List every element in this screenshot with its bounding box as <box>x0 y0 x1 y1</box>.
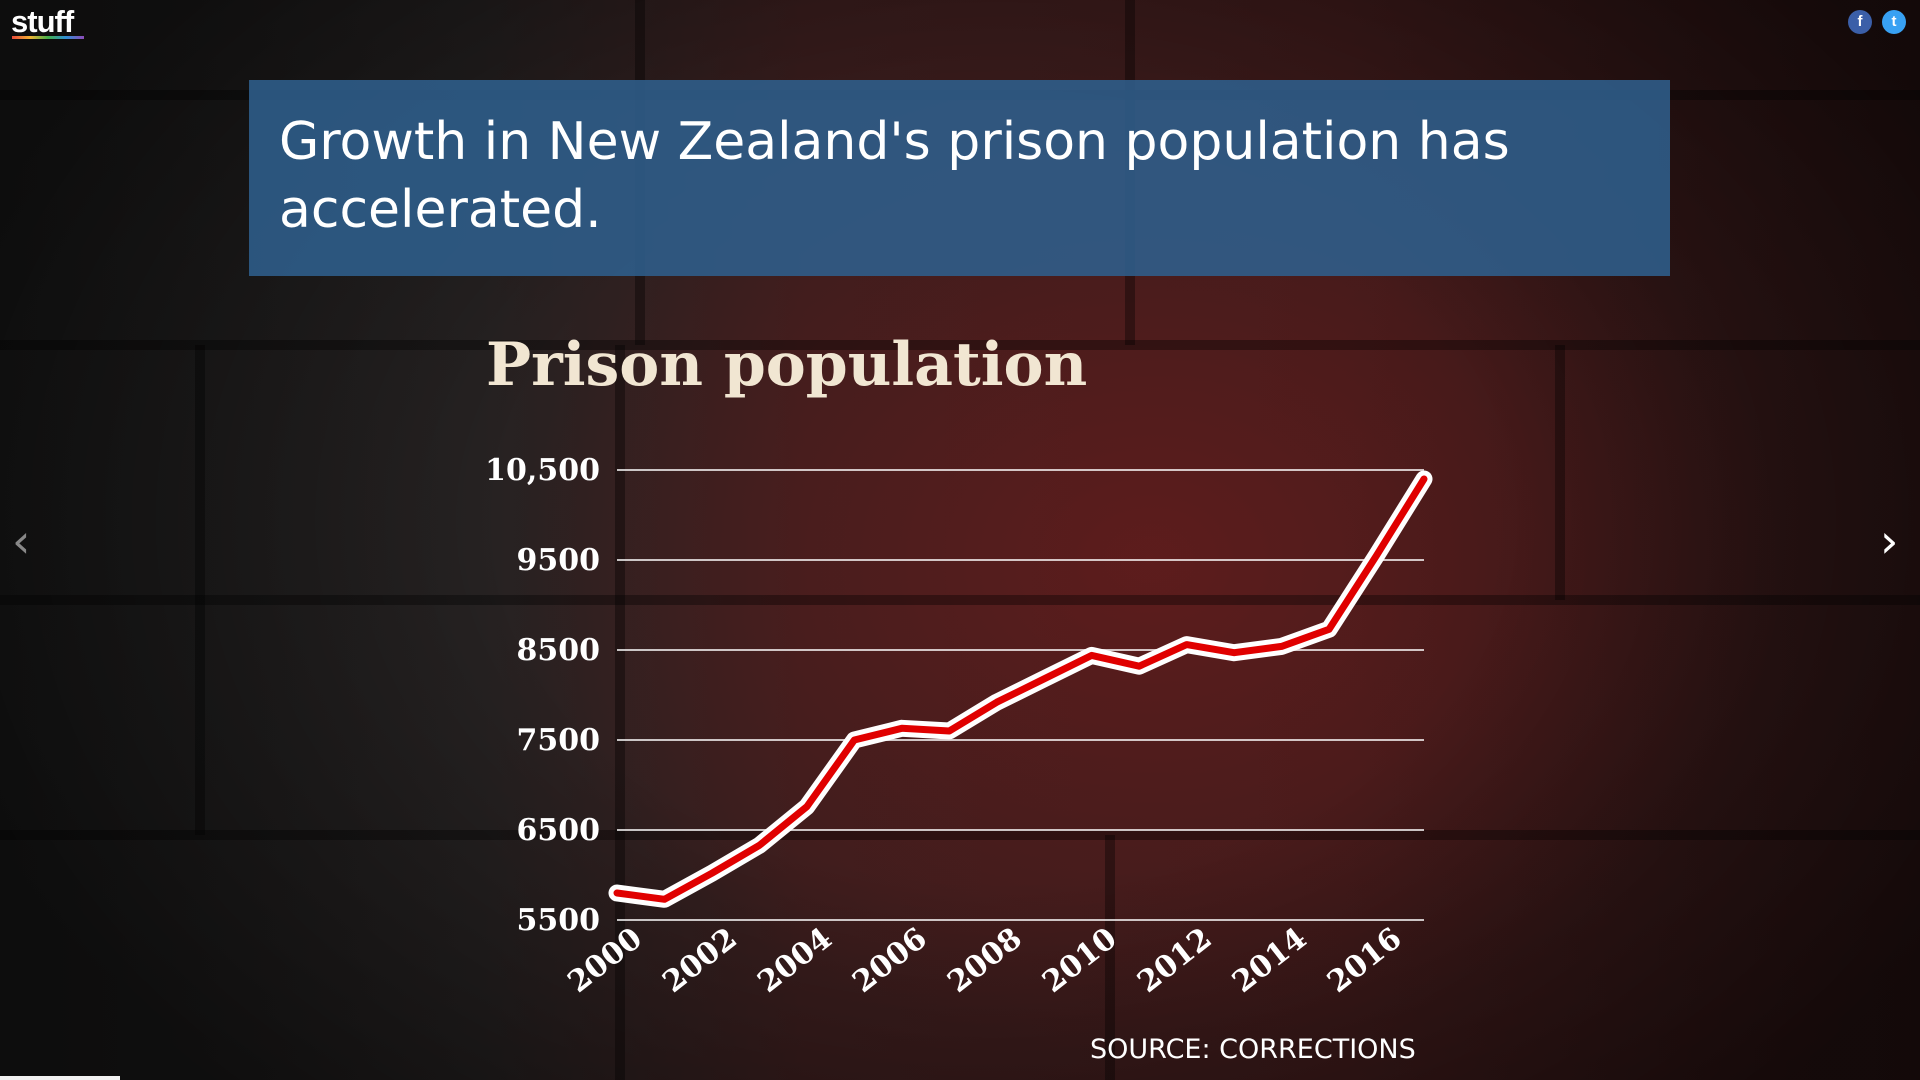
y-tick-label: 7500 <box>517 723 601 758</box>
headline-box: Growth in New Zealand's prison populatio… <box>249 80 1670 276</box>
x-tick-label: 2016 <box>1321 921 1408 1000</box>
previous-slide-arrow-icon[interactable]: ‹ <box>12 514 31 568</box>
next-slide-arrow-icon[interactable]: › <box>1880 514 1899 568</box>
x-tick-label: 2006 <box>846 921 933 1000</box>
series-line-prison-population <box>613 475 1428 903</box>
stuff-logo[interactable]: stuff <box>11 4 74 39</box>
x-tick-label: 2012 <box>1131 921 1218 1000</box>
x-tick-label: 2008 <box>941 921 1028 1000</box>
x-tick-label: 2004 <box>751 921 838 1000</box>
logo-rainbow-bar <box>12 36 84 39</box>
x-tick-label: 2014 <box>1226 921 1313 1000</box>
x-tick-label: 2002 <box>656 921 743 1000</box>
y-tick-label: 8500 <box>517 633 601 668</box>
y-tick-label: 10,500 <box>485 453 600 488</box>
bottom-progress-strip <box>0 1076 120 1080</box>
facebook-icon[interactable]: f <box>1848 10 1872 34</box>
source-note: SOURCE: CORRECTIONS <box>1090 1034 1416 1065</box>
y-tick-label: 9500 <box>517 543 601 578</box>
x-tick-label: 2010 <box>1036 921 1123 1000</box>
twitter-icon[interactable]: t <box>1882 10 1906 34</box>
y-tick-label: 5500 <box>517 903 601 938</box>
chart-title: Prison population <box>486 330 1088 400</box>
y-tick-label: 6500 <box>517 813 601 848</box>
headline: Growth in New Zealand's prison populatio… <box>279 112 1510 240</box>
